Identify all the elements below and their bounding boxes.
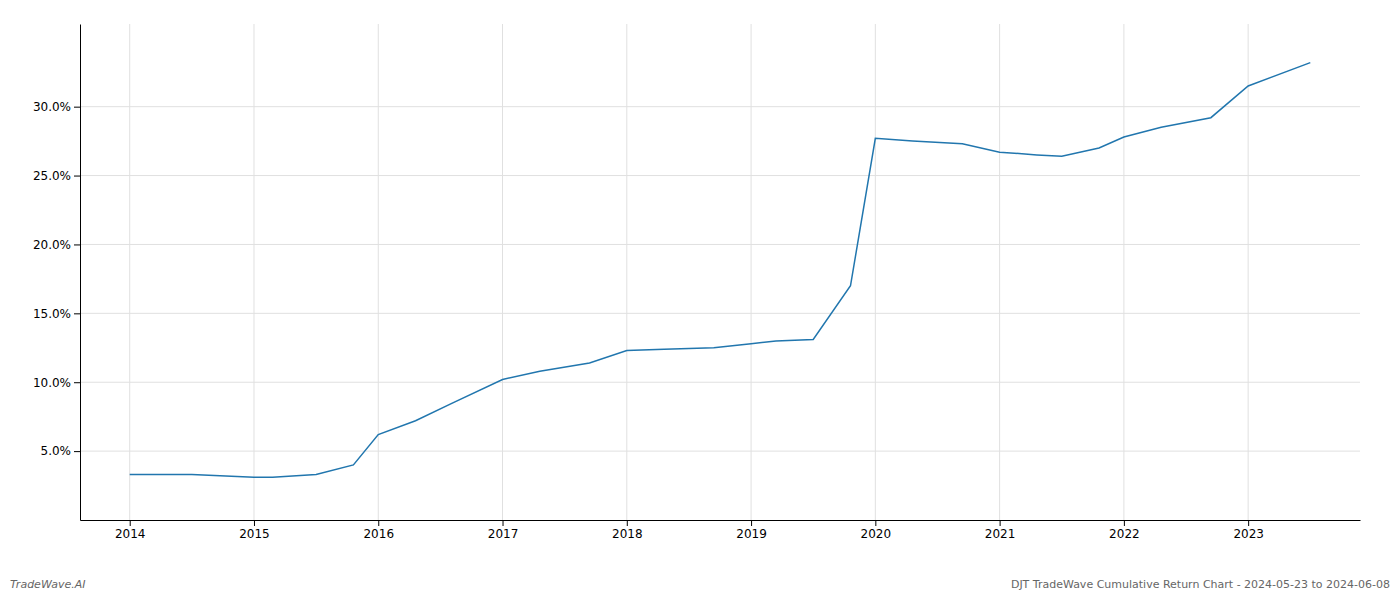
grid-line-x [626,24,627,520]
y-tick: 5.0% [41,444,81,458]
grid-line-x [502,24,503,520]
x-tick-mark [378,520,379,526]
x-tick-label: 2022 [1109,527,1140,541]
plot-area [130,63,1311,478]
grid-line-x [875,24,876,520]
y-tick-mark [74,176,80,177]
y-tick-mark [74,313,80,314]
footer: TradeWave.AI DJT TradeWave Cumulative Ret… [10,578,1390,591]
x-tick-mark [1000,520,1001,526]
x-tick-mark [254,520,255,526]
x-tick: 2014 [115,520,146,541]
x-tick-mark [1124,520,1125,526]
footer-left: TradeWave.AI [10,578,85,591]
grid-line-y [80,313,1360,314]
y-tick-label: 20.0% [33,238,71,252]
chart: 2014 2015 2016 2017 2018 2019 2020 2021 2022 2023… [0,0,1400,600]
x-tick: 2020 [861,520,892,541]
y-tick-label: 30.0% [33,100,71,114]
x-tick-label: 2014 [115,527,146,541]
grid-line-y [80,451,1360,452]
x-tick: 2023 [1233,520,1264,541]
x-tick: 2015 [239,520,270,541]
x-tick-label: 2019 [736,527,767,541]
y-tick-mark [74,451,80,452]
x-tick-label: 2021 [985,527,1016,541]
x-tick: 2021 [985,520,1016,541]
x-tick-mark [1248,520,1249,526]
x-tick-mark [875,520,876,526]
y-tick: 25.0% [33,169,80,183]
grid-line-y [80,244,1360,245]
footer-right: DJT TradeWave Cumulative Return Chart - … [1011,578,1390,591]
y-tick-label: 15.0% [33,307,71,321]
x-tick: 2019 [736,520,767,541]
grid [80,24,1360,520]
y-tick: 20.0% [33,238,80,252]
y-tick-mark [74,382,80,383]
x-tick-mark [130,520,131,526]
data-line [130,63,1311,478]
grid-line-x [253,24,254,520]
y-tick-mark [74,244,80,245]
y-tick-label: 10.0% [33,376,71,390]
x-tick-label: 2016 [363,527,394,541]
y-tick: 30.0% [33,100,80,114]
x-tick: 2022 [1109,520,1140,541]
grid-line-x [378,24,379,520]
x-tick-label: 2017 [488,527,519,541]
x-tick-label: 2020 [861,527,892,541]
y-tick-mark [74,107,80,108]
grid-line-y [80,106,1360,107]
grid-line-x [1123,24,1124,520]
grid-line-x [751,24,752,520]
x-axis-line [81,520,1361,521]
y-tick-label: 25.0% [33,169,71,183]
x-tick-label: 2018 [612,527,643,541]
x-tick: 2016 [363,520,394,541]
x-tick-label: 2015 [239,527,270,541]
y-tick-label: 5.0% [41,444,72,458]
x-tick-mark [503,520,504,526]
y-tick: 10.0% [33,376,80,390]
y-axis-line [80,25,81,521]
grid-line-y [80,382,1360,383]
x-axis: 2014 2015 2016 2017 2018 2019 2020 2021 2022 2023 [81,520,1361,541]
x-tick: 2017 [488,520,519,541]
y-axis: 5.0% 10.0% 15.0% 20.0% 25.0% 30.0% [33,25,81,521]
grid-line-x [1248,24,1249,520]
grid-line-y [80,175,1360,176]
grid-line-x [129,24,130,520]
grid-line-x [999,24,1000,520]
y-tick: 15.0% [33,307,80,321]
x-tick-label: 2023 [1233,527,1264,541]
x-tick-mark [751,520,752,526]
x-tick: 2018 [612,520,643,541]
x-tick-mark [627,520,628,526]
